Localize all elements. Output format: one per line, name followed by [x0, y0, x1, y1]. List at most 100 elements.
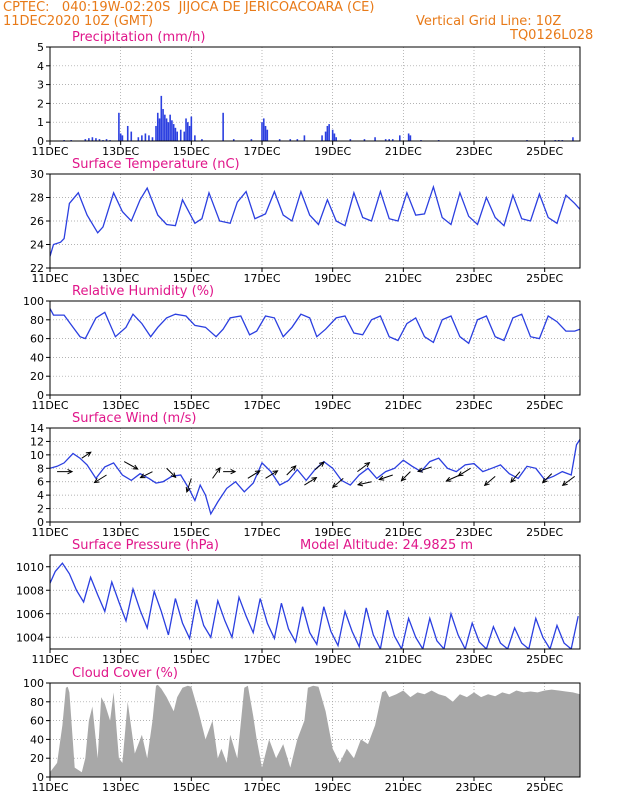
- series-group: [50, 184, 580, 257]
- precip-bar: [349, 139, 352, 141]
- y-tick-label: 20: [30, 370, 44, 383]
- x-tick-label: 11DEC: [31, 272, 68, 285]
- x-tick-label: 23DEC: [455, 526, 492, 539]
- wind-arrow-head: [139, 473, 146, 479]
- x-tick-label: 15DEC: [173, 781, 210, 794]
- wind-arrow-head: [541, 477, 548, 484]
- precip-bar: [388, 139, 390, 141]
- y-tick-label: 26: [30, 215, 44, 228]
- precip-bar: [165, 118, 168, 141]
- panel-title: Surface Pressure (hPa): [72, 538, 219, 553]
- x-tick-label: 17DEC: [243, 653, 280, 666]
- x-tick-label: 21DEC: [385, 399, 422, 412]
- wind-arrow-shaft: [510, 471, 521, 483]
- precip-bar: [384, 139, 387, 141]
- x-tick-label: 19DEC: [314, 526, 351, 539]
- precip-bar: [172, 124, 175, 141]
- x-tick-label: 11DEC: [31, 526, 68, 539]
- precip-bar: [119, 133, 122, 141]
- series-line: [50, 184, 580, 257]
- precip-bar: [296, 139, 299, 141]
- panel-frame: [49, 554, 581, 650]
- precip-bar: [179, 129, 182, 141]
- y-tick-label: 14: [30, 422, 44, 435]
- precip-bar: [335, 137, 337, 141]
- wind-arrow-head: [67, 469, 74, 475]
- wind-arrow-head: [290, 465, 297, 471]
- x-tick-label: 17DEC: [243, 272, 280, 285]
- precip-bar: [167, 122, 170, 141]
- precip-bar: [321, 135, 323, 141]
- series-group: [50, 684, 580, 777]
- precip-bar: [222, 112, 224, 141]
- precip-bar: [194, 135, 196, 141]
- wind-arrow-shaft: [417, 466, 432, 472]
- series-line: [50, 439, 580, 516]
- precip-bar: [261, 122, 263, 141]
- x-tick-label: 13DEC: [102, 781, 139, 794]
- precip-bar: [232, 139, 235, 141]
- wind-arrow-shaft: [357, 481, 372, 486]
- x-tick-label: 19DEC: [314, 145, 351, 158]
- y-tick-label: 22: [30, 262, 44, 275]
- wind-arrow-head: [185, 486, 191, 493]
- wind-arrow-head: [417, 467, 424, 473]
- wind-arrow-shaft: [140, 471, 153, 479]
- x-tick-label: 13DEC: [102, 399, 139, 412]
- wind-arrow-head: [378, 475, 385, 481]
- wind-arrow-head: [400, 475, 407, 482]
- model-code: TQ0126L028: [510, 28, 594, 43]
- x-tick-label: 19DEC: [314, 399, 351, 412]
- precip-bar: [326, 125, 329, 141]
- precip-bar: [409, 135, 412, 141]
- y-tick-label: 5: [37, 41, 44, 54]
- wind-arrow-head: [170, 472, 177, 479]
- y-tick-label: 60: [30, 333, 44, 346]
- series-group: [50, 439, 580, 516]
- precip-bar: [250, 139, 253, 141]
- x-tick-label: 23DEC: [455, 653, 492, 666]
- wind-arrow-head: [457, 471, 464, 477]
- y-tick-label: 80: [30, 314, 44, 327]
- wind-arrow-head: [510, 477, 516, 484]
- x-tick-label: 25DEC: [526, 399, 563, 412]
- x-tick-label: 23DEC: [455, 399, 492, 412]
- precip-bar: [118, 112, 120, 141]
- precip-bar: [289, 139, 292, 141]
- precip-bar: [303, 135, 306, 141]
- y-tick-label: 3: [37, 79, 44, 92]
- run-time-header: 11DEC2020 10Z (GMT): [3, 14, 154, 29]
- wind-arrow-shaft: [304, 477, 317, 486]
- panel-title: Surface Wind (m/s): [72, 411, 196, 426]
- precip-bar: [188, 125, 191, 141]
- series-group: [63, 95, 574, 141]
- x-tick-label: 19DEC: [314, 653, 351, 666]
- x-tick-label: 13DEC: [102, 653, 139, 666]
- x-tick-label: 21DEC: [385, 781, 422, 794]
- y-tick-label: 2: [37, 97, 44, 110]
- precip-bar: [160, 95, 163, 141]
- wind-arrow-head: [230, 469, 237, 475]
- wind-arrow-head: [561, 480, 568, 487]
- wind-arrow-head: [215, 466, 221, 473]
- x-tick-label: 17DEC: [243, 145, 280, 158]
- precip-bar: [187, 122, 189, 141]
- wind-arrow-head: [85, 451, 92, 457]
- precip-bar: [156, 112, 159, 141]
- precip-bar: [130, 131, 133, 141]
- precip-bar: [201, 139, 203, 141]
- x-tick-label: 11DEC: [31, 399, 68, 412]
- precip-bar: [151, 137, 154, 141]
- wind-arrow-shaft: [212, 467, 221, 479]
- x-tick-label: 25DEC: [526, 653, 563, 666]
- panel-4: [46, 554, 581, 653]
- x-tick-label: 23DEC: [455, 145, 492, 158]
- y-tick-label: 40: [30, 351, 44, 364]
- panel-title: Precipitation (mm/h): [72, 30, 205, 45]
- x-tick-label: 15DEC: [173, 272, 210, 285]
- wind-arrow-head: [272, 470, 279, 476]
- wind-arrow-head: [311, 476, 318, 483]
- x-tick-label: 17DEC: [243, 781, 280, 794]
- precip-bar: [95, 138, 97, 141]
